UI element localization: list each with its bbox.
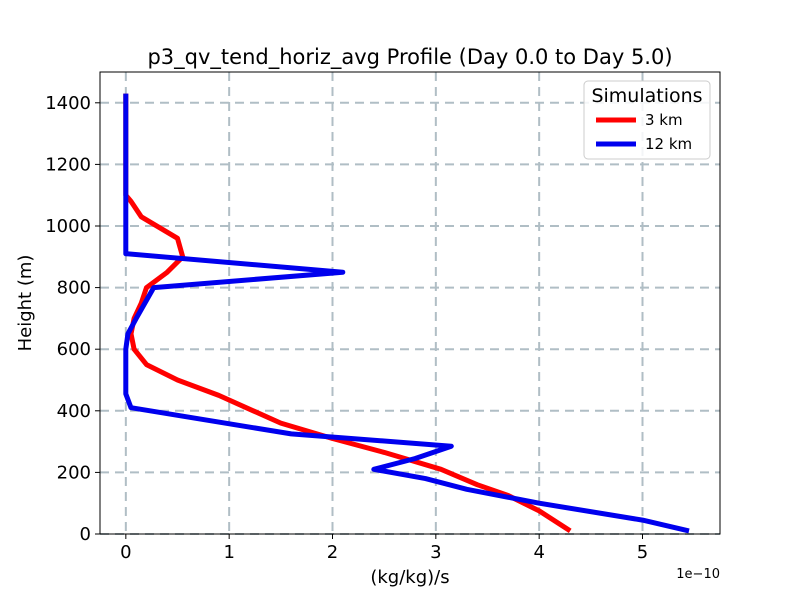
- x-tick-label: 3: [430, 542, 441, 563]
- y-tick-label: 0: [80, 524, 91, 545]
- y-tick-label: 200: [57, 462, 91, 483]
- x-tick-label: 5: [637, 542, 648, 563]
- y-tick-label: 1400: [45, 93, 91, 114]
- axis-ticks: 0 1 2 3 4 5 0 200 400 600 800 1000 1200 1400: [45, 93, 648, 563]
- x-axis-offset-label: 1e−10: [676, 567, 720, 582]
- chart-title: p3_qv_tend_horiz_avg Profile (Day 0.0 to…: [147, 45, 672, 70]
- legend-label-3km: 3 km: [645, 111, 683, 129]
- y-axis-label: Height (m): [15, 255, 36, 352]
- x-tick-label: 2: [327, 542, 338, 563]
- legend-title: Simulations: [591, 85, 702, 107]
- y-tick-label: 600: [57, 339, 91, 360]
- x-tick-label: 1: [223, 542, 234, 563]
- series-3km-line: [123, 93, 572, 534]
- plot-frame: [99, 71, 721, 535]
- series-lines: [123, 93, 690, 534]
- y-tick-label: 1200: [45, 154, 91, 175]
- legend-label-12km: 12 km: [645, 135, 692, 153]
- x-tick-label: 0: [120, 542, 131, 563]
- y-tick-label: 800: [57, 278, 91, 299]
- y-tick-label: 1000: [45, 216, 91, 237]
- y-tick-label: 400: [57, 401, 91, 422]
- legend: Simulations 3 km 12 km: [583, 80, 711, 160]
- x-axis-label: (kg/kg)/s: [370, 567, 449, 588]
- x-tick-label: 4: [533, 542, 544, 563]
- series-12km-line: [123, 93, 690, 534]
- legend-box: [583, 80, 711, 160]
